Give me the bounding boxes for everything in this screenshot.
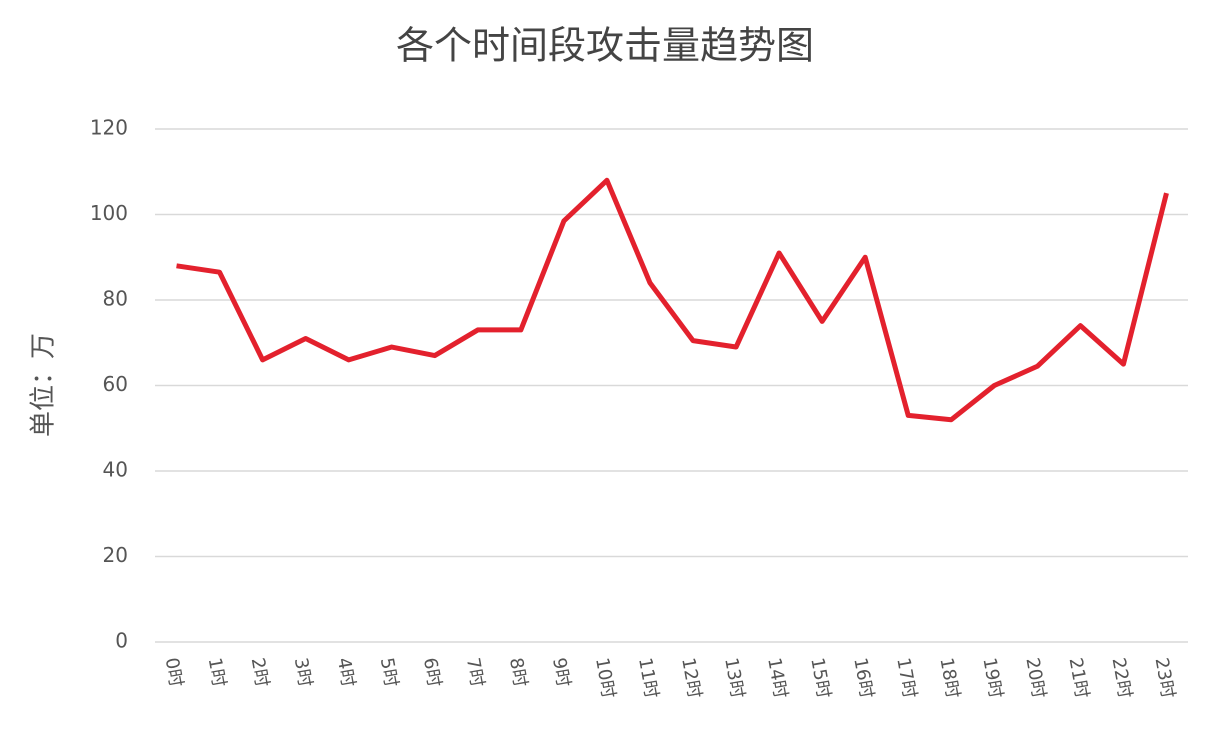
x-tick-label: 8时 [505, 656, 531, 689]
x-tick-label: 14时 [763, 656, 791, 700]
x-tick-label: 5时 [376, 656, 402, 689]
x-tick-label: 12时 [677, 656, 705, 700]
x-tick-label: 18时 [935, 656, 963, 700]
y-tick-label: 120 [90, 116, 128, 140]
x-tick-label: 13时 [720, 656, 748, 700]
x-tick-label: 2时 [247, 656, 273, 689]
y-tick-label: 60 [103, 372, 128, 396]
y-tick-label: 40 [103, 458, 128, 482]
x-tick-label: 16时 [849, 656, 877, 700]
x-tick-label: 6时 [419, 656, 445, 689]
y-tick-label: 20 [103, 543, 128, 567]
x-tick-label: 11时 [634, 656, 662, 700]
x-tick-label: 21时 [1065, 656, 1093, 700]
x-tick-label: 20时 [1022, 656, 1050, 700]
x-tick-label: 19时 [978, 656, 1006, 700]
x-tick-label: 9时 [548, 656, 574, 689]
x-tick-label: 17时 [892, 656, 920, 700]
chart-title: 各个时间段攻击量趋势图 [396, 24, 814, 68]
x-tick-label: 10时 [591, 656, 619, 700]
x-tick-label: 7时 [462, 656, 488, 689]
y-axis-label: 单位：万 [29, 333, 59, 437]
x-tick-label: 4时 [333, 656, 359, 689]
y-tick-label: 100 [90, 201, 128, 225]
y-tick-label: 80 [103, 287, 128, 311]
x-tick-label: 1时 [204, 656, 230, 689]
y-tick-label: 0 [115, 629, 128, 653]
x-tick-label: 23时 [1151, 656, 1179, 700]
x-tick-label: 0时 [161, 656, 187, 689]
x-tick-label: 15时 [806, 656, 834, 700]
x-tick-label: 3时 [290, 656, 316, 689]
line-series [176, 177, 1169, 423]
x-tick-label: 22时 [1108, 656, 1136, 700]
